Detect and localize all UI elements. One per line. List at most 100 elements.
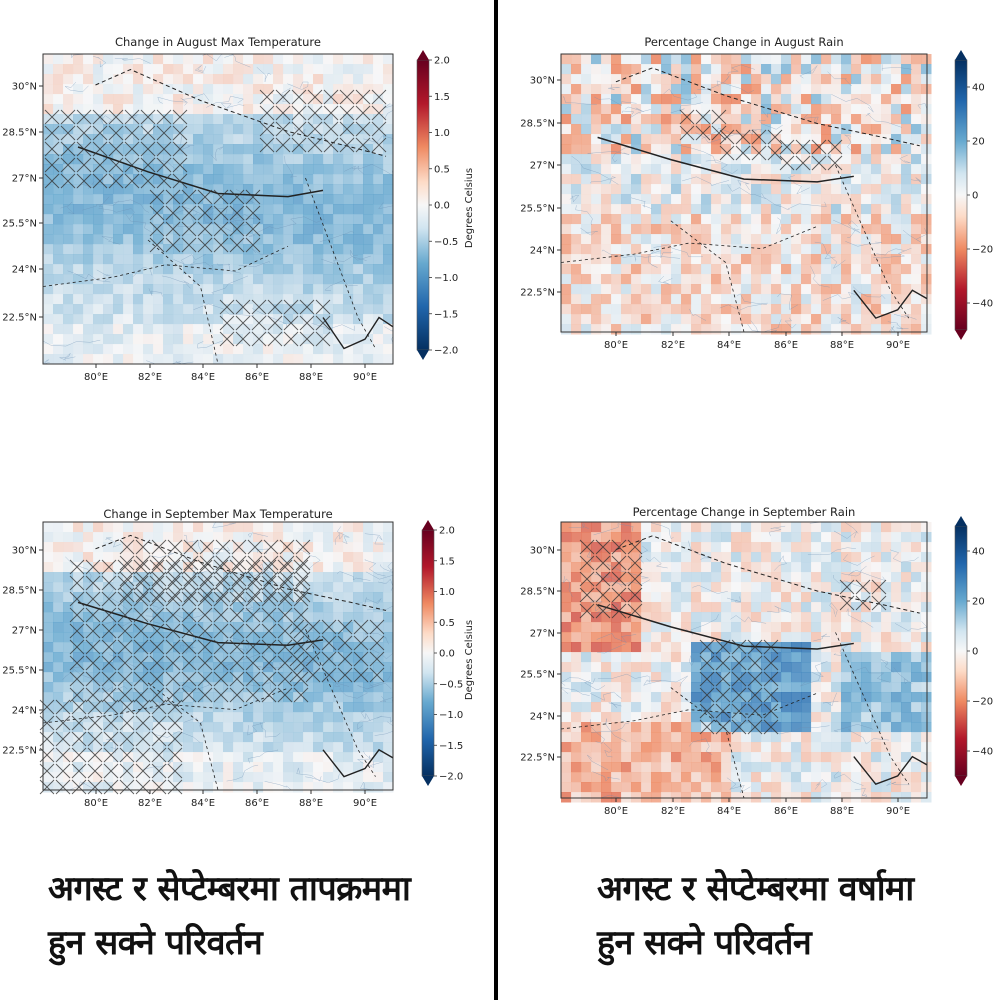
lat-tick-label: 25.5°N [520,670,555,681]
map-frame [42,521,394,791]
colorbar-tick-label: 0.0 [439,649,455,660]
colorbar: 40 20 0 −20 −40 [954,516,993,786]
lat-tick-label: 22.5°N [2,313,37,324]
caption-left: अगस्ट र सेप्टेम्बरमा तापक्रममा हुन सक्ने… [48,862,411,970]
colorbar-gradient [421,529,435,777]
map-body: 80°E 82°E 84°E 86°E 88°E 90°E 30°N 28.5°N 27°N 25… [2,521,394,809]
lon-tick-label: 88°E [299,372,323,383]
lon-tick-label: 86°E [245,372,269,383]
colorbar-gradient [416,59,430,351]
colorbar-tick-label: 40 [972,83,985,94]
aug-rain-map: Percentage Change in August Rain 80°E 82°… [500,30,1000,370]
aug-rain-map-svg: Percentage Change in August Rain 80°E 82°… [520,35,993,351]
colorbar-tick-label: −0.5 [434,237,458,248]
colorbar: 2.0 1.5 1.0 0.5 0.0 −0.5 −1.0 −1.5 −2.0 [416,50,458,360]
lat-tick-label: 24°N [12,265,37,276]
data-grid [561,522,932,803]
colorbar-arrow-top [955,516,967,526]
map-frame [560,53,928,333]
lon-tick-label: 84°E [717,340,741,351]
sep-rain-map: Percentage Change in September Rain 80°E… [500,500,1000,830]
colorbar-arrow-top [417,50,429,60]
colorbar-tick-label: 2.0 [434,56,450,67]
river-network [42,53,394,365]
colorbar-tick-label: 1.5 [439,556,455,567]
lat-tick-label: 28.5°N [2,128,37,139]
lon-tick-label: 90°E [886,340,910,351]
colorbar-arrow-top [422,520,434,530]
lat-tick-label: 22.5°N [520,753,555,764]
colorbar-tick-label: 20 [972,597,985,608]
colorbar: 40 20 0 −20 −40 [954,50,993,340]
sep-temperature-map-svg: Change in September Max Temperature 80°E… [2,507,475,809]
lon-tick-label: 84°E [191,372,215,383]
aug-temperature-map: Change in August Max Temperature 80°E 82°… [0,30,494,383]
lon-tick-label: 82°E [661,806,685,817]
colorbar-tick-label: 0 [972,647,978,658]
colorbar-tick-label: −20 [972,245,993,256]
colorbar: 2.0 1.5 1.0 0.5 0.0 −0.5 −1.0 −1.5 −2.0 [421,520,463,786]
lat-tick-label: 27°N [530,629,555,640]
colorbar-arrow-bottom [955,776,967,786]
lon-tick-label: 86°E [774,806,798,817]
lon-tick-label: 80°E [84,798,108,809]
map-body: 80°E 82°E 84°E 86°E 88°E 90°E 30°N 28.5°N 27°N 25… [2,53,394,383]
lon-tick-label: 90°E [886,806,910,817]
lon-tick-label: 80°E [604,340,628,351]
colorbar-tick-label: 1.0 [439,587,455,598]
map-body: 80°E 82°E 84°E 86°E 88°E 90°E 30°N 28.5°N 27°N 25… [520,521,932,817]
colorbar-tick-label: −1.5 [439,741,463,752]
map-title: Change in August Max Temperature [115,35,321,49]
sep-rain-map-svg: Percentage Change in September Rain 80°E… [520,505,993,817]
colorbar-tick-label: −1.5 [434,309,458,320]
lat-tick-label: 24°N [530,246,555,257]
map-frame [560,521,928,799]
map-title: Percentage Change in August Rain [644,35,843,49]
data-grid [561,54,932,335]
colorbar-gradient [954,525,968,777]
lat-tick-label: 24°N [530,712,555,723]
lat-tick-label: 25.5°N [2,666,37,677]
sep-temperature-map: Change in September Max Temperature 80°E… [0,500,494,830]
colorbar-tick-label: −1.0 [439,710,463,721]
colorbar-arrow-top [955,50,967,60]
lon-tick-label: 86°E [774,340,798,351]
caption-left-line-2: हुन सक्ने परिवर्तन [48,923,263,963]
significance-hatching [579,539,887,735]
lat-tick-label: 25.5°N [2,219,37,230]
lat-tick-label: 28.5°N [2,586,37,597]
lon-tick-label: 84°E [717,806,741,817]
colorbar-arrow-bottom [417,350,429,360]
lat-tick-label: 28.5°N [520,587,555,598]
significance-hatching [44,89,387,347]
data-grid [43,522,394,793]
colorbar-tick-label: −0.5 [439,679,463,690]
lon-tick-label: 82°E [138,798,162,809]
lat-tick-label: 25.5°N [520,204,555,215]
lat-tick-label: 27°N [12,626,37,637]
significance-hatching [679,109,843,171]
colorbar-tick-label: 40 [972,547,985,558]
caption-right: अगस्ट र सेप्टेम्बरमा वर्षामा हुन सक्ने प… [597,862,914,970]
colorbar-arrow-bottom [422,776,434,786]
lat-tick-label: 30°N [530,546,555,557]
lat-tick-label: 27°N [530,161,555,172]
lon-tick-label: 86°E [245,798,269,809]
colorbar-tick-label: 0.0 [434,201,450,212]
center-divider [494,0,498,1000]
country-boundaries [42,534,394,791]
colorbar-tick-label: −1.0 [434,273,458,284]
lat-tick-label: 28.5°N [520,119,555,130]
colorbar-tick-label: 0.5 [434,164,450,175]
country-boundaries [560,535,928,799]
map-title: Percentage Change in September Rain [633,505,856,519]
lat-tick-label: 30°N [12,82,37,93]
colorbar-gradient [954,59,968,331]
colorbar-tick-label: 1.0 [434,128,450,139]
river-network [563,64,928,333]
colorbar-label: Degrees Celsius [464,620,475,700]
lat-tick-label: 24°N [12,706,37,717]
colorbar-tick-label: −2.0 [439,772,463,783]
colorbar-tick-label: 0.5 [439,618,455,629]
caption-right-line-2: हुन सक्ने परिवर्तन [597,923,812,963]
